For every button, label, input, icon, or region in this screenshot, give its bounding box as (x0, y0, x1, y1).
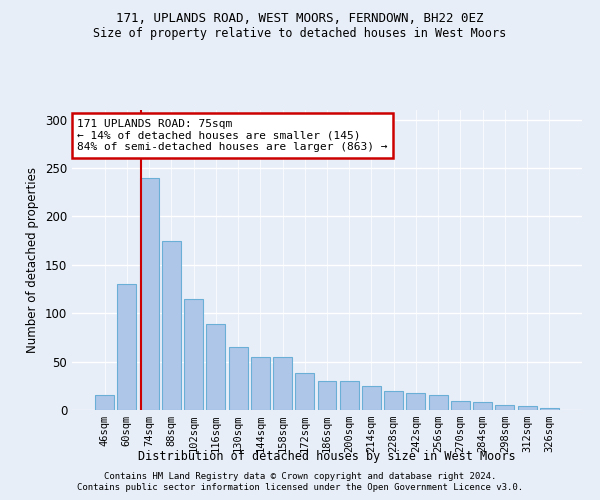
Bar (362, 386, 381, 410)
Bar (406, 392, 425, 410)
Bar (496, 405, 514, 410)
Bar (429, 396, 448, 410)
Text: 171 UPLANDS ROAD: 75sqm
← 14% of detached houses are smaller (145)
84% of semi-d: 171 UPLANDS ROAD: 75sqm ← 14% of detache… (77, 119, 388, 152)
Bar (518, 406, 536, 410)
Bar (295, 373, 314, 410)
Bar (140, 178, 158, 410)
Bar (451, 402, 470, 410)
Text: 171, UPLANDS ROAD, WEST MOORS, FERNDOWN, BH22 0EZ: 171, UPLANDS ROAD, WEST MOORS, FERNDOWN,… (116, 12, 484, 26)
Bar (273, 357, 292, 410)
Bar (95, 396, 114, 410)
Text: Distribution of detached houses by size in West Moors: Distribution of detached houses by size … (138, 450, 516, 463)
Text: Contains public sector information licensed under the Open Government Licence v3: Contains public sector information licen… (77, 484, 523, 492)
Bar (473, 402, 492, 410)
Bar (184, 298, 203, 410)
Bar (317, 381, 337, 410)
Text: Size of property relative to detached houses in West Moors: Size of property relative to detached ho… (94, 28, 506, 40)
Bar (118, 284, 136, 410)
Bar (540, 408, 559, 410)
Bar (384, 390, 403, 410)
Bar (229, 347, 248, 410)
Bar (162, 240, 181, 410)
Text: Contains HM Land Registry data © Crown copyright and database right 2024.: Contains HM Land Registry data © Crown c… (104, 472, 496, 481)
Bar (340, 381, 359, 410)
Bar (251, 357, 270, 410)
Y-axis label: Number of detached properties: Number of detached properties (26, 167, 40, 353)
Bar (206, 324, 225, 410)
